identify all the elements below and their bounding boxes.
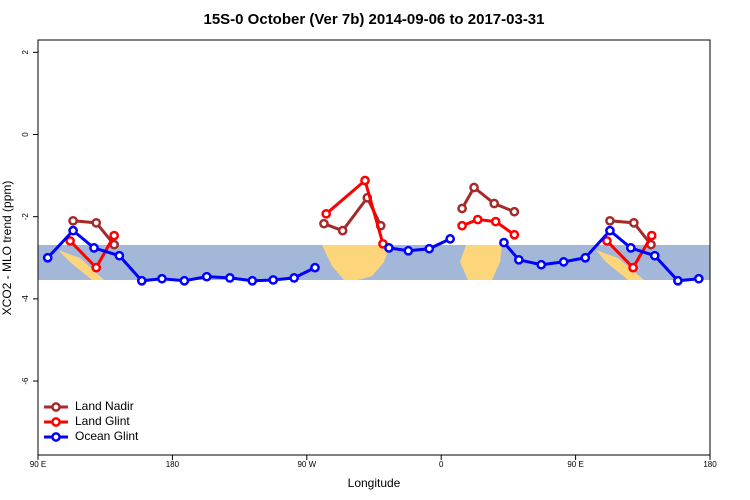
land-shape	[322, 245, 390, 280]
data-point	[472, 214, 483, 225]
data-point	[268, 275, 279, 285]
data-point	[536, 259, 547, 270]
y-tick-label: -6	[21, 377, 30, 385]
series-line	[325, 177, 385, 245]
chart-title: 15S-0 October (Ver 7b) 2014-09-06 to 201…	[203, 11, 544, 28]
data-point	[42, 252, 53, 263]
legend-marker	[51, 402, 61, 412]
data-point	[693, 273, 704, 284]
plot-frame	[37, 39, 711, 456]
data-point	[225, 273, 235, 283]
data-point	[489, 198, 500, 209]
data-point	[157, 273, 167, 284]
land-shape	[460, 245, 502, 280]
data-point	[91, 262, 102, 273]
data-point	[89, 243, 99, 253]
data-point	[321, 208, 332, 219]
legend-label: Land Glint	[75, 414, 130, 428]
series-line	[502, 228, 699, 283]
data-point	[580, 252, 591, 263]
x-tick-label: 90 E	[567, 460, 583, 469]
land-shape	[596, 250, 644, 280]
x-tick-label: 90 W	[297, 460, 316, 469]
data-point	[424, 243, 435, 254]
x-axis-label: Longitude	[348, 476, 401, 490]
series-line	[460, 185, 515, 214]
data-point	[490, 216, 501, 227]
data-point	[289, 273, 299, 283]
data-point	[673, 275, 683, 286]
land-shape	[58, 250, 104, 280]
data-point	[65, 236, 75, 246]
y-axis-label: XCO2 - MLO trend (ppm)	[0, 181, 14, 316]
x-tick-label: 90 E	[30, 460, 46, 469]
data-point	[628, 217, 639, 228]
legend-label: Ocean Glint	[75, 429, 139, 443]
data-point	[646, 230, 657, 241]
legend-marker	[51, 417, 61, 427]
data-point	[319, 218, 329, 229]
y-tick-label: 2	[21, 50, 30, 55]
y-tick-label: -2	[21, 213, 30, 221]
data-point	[499, 237, 509, 248]
data-point	[114, 250, 125, 261]
data-point	[360, 175, 370, 186]
data-point	[457, 203, 467, 214]
legend-label: Land Nadir	[75, 399, 134, 413]
legend-marker	[51, 432, 61, 442]
series-line	[388, 237, 451, 253]
data-point	[403, 245, 414, 256]
data-point	[649, 250, 660, 261]
data-point	[337, 225, 348, 236]
data-point	[384, 243, 394, 253]
data-point	[514, 254, 524, 265]
data-point	[91, 217, 102, 228]
data-point	[469, 182, 479, 193]
data-point	[310, 262, 320, 273]
data-point	[509, 206, 520, 217]
y-tick-label: 0	[21, 132, 30, 137]
data-point	[109, 230, 120, 241]
x-tick-label: 180	[703, 460, 717, 469]
x-tick-label: 180	[166, 460, 180, 469]
data-point	[68, 215, 78, 226]
data-point	[179, 275, 190, 286]
data-point	[602, 236, 612, 246]
data-point	[68, 225, 78, 236]
y-tick-label: -4	[21, 295, 30, 303]
data-point	[509, 229, 520, 240]
data-point	[201, 271, 212, 282]
data-point	[628, 262, 638, 273]
data-point	[605, 215, 615, 226]
series-line	[461, 218, 516, 236]
data-point	[605, 225, 615, 236]
data-point	[558, 257, 569, 267]
data-point	[626, 243, 636, 253]
x-tick-label: 0	[439, 460, 444, 469]
data-point	[136, 275, 147, 286]
data-point	[247, 275, 258, 286]
map-band	[38, 245, 710, 280]
data-point	[445, 234, 456, 244]
data-point	[457, 220, 467, 231]
